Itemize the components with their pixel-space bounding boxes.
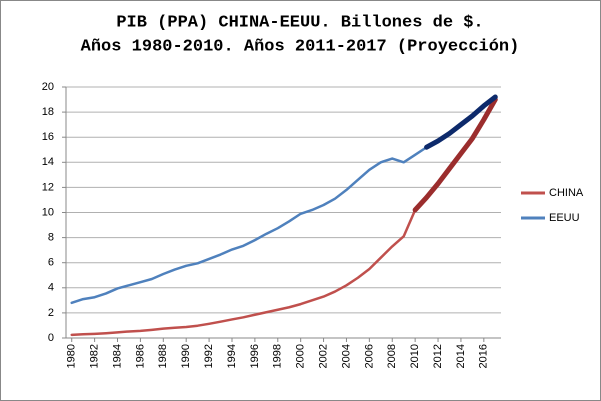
y-tick-label: 18	[42, 106, 54, 118]
y-tick-label: 4	[48, 282, 54, 294]
x-tick-label: 1982	[89, 344, 101, 368]
x-tick-label: 2008	[386, 344, 398, 368]
y-tick-label: 0	[48, 332, 54, 344]
x-tick-label: 2014	[455, 344, 467, 368]
x-tick-label: 1992	[203, 344, 215, 368]
legend-label: CHINA	[549, 187, 584, 199]
y-tick-label: 10	[42, 206, 54, 218]
y-tick-label: 16	[42, 131, 54, 143]
x-tick-label: 1980	[66, 344, 78, 368]
x-tick-label: 1988	[157, 344, 169, 368]
x-tick-label: 2010	[409, 344, 421, 368]
x-tick-label: 1998	[272, 344, 284, 368]
y-tick-label: 20	[42, 81, 54, 93]
chart-subtitle: Años 1980-2010. Años 2011-2017 (Proyecci…	[81, 37, 520, 56]
x-tick-label: 2006	[363, 344, 375, 368]
y-tick-label: 6	[48, 257, 54, 269]
x-tick-label: 2004	[340, 344, 352, 368]
y-tick-label: 2	[48, 307, 54, 319]
x-tick-label: 2012	[432, 344, 444, 368]
x-tick-label: 1996	[249, 344, 261, 368]
x-tick-label: 2000	[295, 344, 307, 368]
legend-label: EEUU	[549, 212, 580, 224]
chart-title: PIB (PPA) CHINA-EEUU. Billones de $.	[116, 13, 483, 32]
x-tick-label: 1986	[134, 344, 146, 368]
x-tick-label: 2016	[478, 344, 490, 368]
x-tick-label: 1994	[226, 344, 238, 368]
y-tick-label: 14	[42, 156, 54, 168]
y-tick-label: 8	[48, 232, 54, 244]
x-tick-label: 1990	[180, 344, 192, 368]
projection-line	[424, 94, 498, 150]
y-tick-label: 12	[42, 181, 54, 193]
x-tick-label: 2002	[317, 344, 329, 368]
projection-line	[412, 97, 498, 213]
x-tick-label: 1984	[111, 344, 123, 368]
